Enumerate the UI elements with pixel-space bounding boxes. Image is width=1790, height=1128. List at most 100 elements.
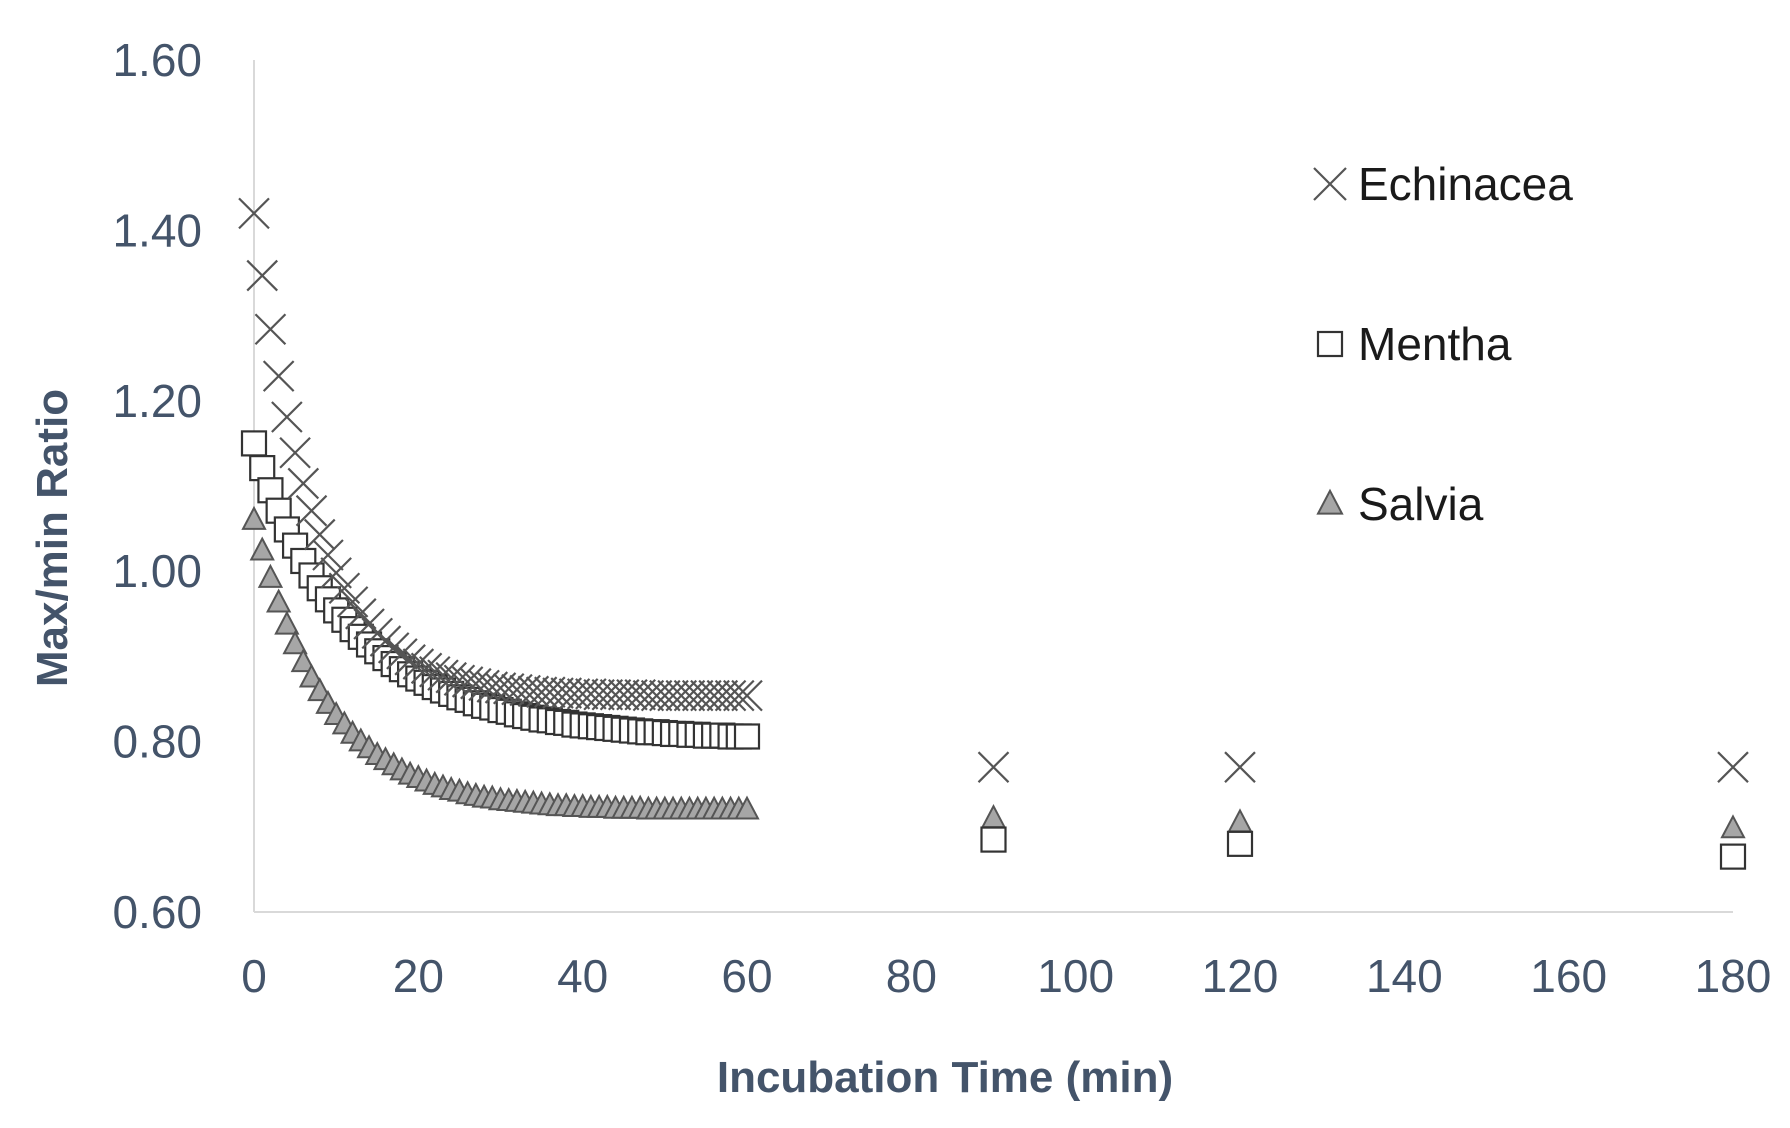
legend-label: Echinacea <box>1358 158 1573 210</box>
echinacea-point <box>312 539 344 571</box>
salvia-point <box>1227 808 1253 833</box>
echinacea-point <box>575 678 607 710</box>
salvia-point <box>274 610 300 635</box>
salvia-point <box>980 804 1007 829</box>
mentha-point <box>1226 830 1254 857</box>
echinacea-point <box>624 678 656 711</box>
echinacea-point <box>607 678 640 711</box>
echinacea-point <box>402 648 435 680</box>
salvia-point <box>282 630 308 655</box>
echinacea-point <box>410 652 443 685</box>
echinacea-point <box>377 632 410 664</box>
salvia-point <box>290 648 316 673</box>
echinacea-point <box>320 557 352 589</box>
salvia-point <box>1720 814 1746 839</box>
echinacea-point <box>246 259 278 292</box>
echinacea-point <box>534 676 566 708</box>
salvia-legend-symbol <box>1316 488 1344 515</box>
y-tick-label: 1.00 <box>112 545 202 597</box>
echinacea-point <box>1717 751 1749 783</box>
legend-item-salvia: Salvia <box>1316 478 1484 530</box>
echinacea-point <box>418 655 451 688</box>
series-salvia <box>241 505 1746 839</box>
mentha-point <box>1719 843 1747 870</box>
echinacea-point <box>525 676 558 708</box>
echinacea-point <box>542 677 574 709</box>
echinacea-point <box>706 679 739 712</box>
echinacea-point <box>723 679 755 712</box>
salvia-point <box>241 505 267 530</box>
echinacea-point <box>690 679 722 712</box>
echinacea-point <box>484 672 517 704</box>
echinacea-point <box>616 678 648 711</box>
echinacea-point <box>501 673 533 706</box>
echinacea-point <box>254 313 287 346</box>
echinacea-point <box>681 679 714 712</box>
legend: Echinacea Mentha Salvia <box>1313 158 1573 530</box>
y-tick-label: 1.20 <box>112 375 202 427</box>
mentha-legend-symbol <box>1316 330 1344 358</box>
salvia-point <box>734 795 760 820</box>
salvia-point <box>298 663 325 688</box>
x-tick-label: 160 <box>1530 950 1607 1002</box>
echinacea-point <box>558 678 591 710</box>
echinacea-point <box>262 360 295 392</box>
salvia-point <box>257 563 284 588</box>
x-tick-label: 80 <box>886 950 937 1002</box>
x-tick-label: 180 <box>1695 950 1772 1002</box>
echinacea-legend-symbol <box>1313 167 1347 201</box>
echinacea-point <box>714 679 747 712</box>
echinacea-point <box>583 678 615 711</box>
echinacea-point <box>977 751 1010 783</box>
salvia-point <box>249 536 275 561</box>
echinacea-point <box>386 638 418 670</box>
echinacea-point <box>665 679 698 712</box>
legend-item-echinacea: Echinacea <box>1313 158 1573 210</box>
y-tick-label: 1.40 <box>112 204 202 256</box>
salvia-point <box>307 677 333 702</box>
echinacea-point <box>476 671 509 703</box>
echinacea-point <box>492 672 525 705</box>
mentha-point <box>733 723 761 750</box>
y-tick-label: 0.80 <box>112 716 202 768</box>
echinacea-point <box>1224 751 1256 783</box>
echinacea-point <box>657 679 689 712</box>
x-tick-label: 140 <box>1366 950 1443 1002</box>
axes-layer: 0.60 0.80 1.00 1.20 1.40 1.60 0 20 40 60 80 100 120 1… <box>112 34 1771 1002</box>
echinacea-point <box>591 678 624 711</box>
x-tick-label: 0 <box>241 950 267 1002</box>
marks-layer <box>238 197 1749 870</box>
x-tick-label: 20 <box>393 950 444 1002</box>
echinacea-point <box>517 675 550 708</box>
echinacea-point <box>394 644 426 676</box>
mentha-point <box>240 430 268 457</box>
legend-label: Mentha <box>1358 318 1512 370</box>
echinacea-point <box>328 572 361 605</box>
y-tick-label: 1.60 <box>112 34 202 86</box>
echinacea-point <box>287 467 320 500</box>
echinacea-point <box>303 518 336 551</box>
echinacea-point <box>566 678 599 710</box>
echinacea-point <box>731 679 763 712</box>
mentha-point <box>980 826 1007 853</box>
legend-label: Salvia <box>1358 478 1484 530</box>
x-tick-label: 100 <box>1037 950 1114 1002</box>
echinacea-point <box>509 674 541 707</box>
echinacea-point <box>599 678 632 711</box>
echinacea-point <box>632 679 665 712</box>
series-echinacea <box>238 197 1749 783</box>
x-tick-label: 120 <box>1202 950 1279 1002</box>
echinacea-point <box>295 494 328 527</box>
y-axis-title: Max/min Ratio <box>28 389 77 687</box>
x-tick-label: 40 <box>557 950 608 1002</box>
echinacea-point <box>649 679 681 712</box>
echinacea-point <box>238 197 270 230</box>
echinacea-point <box>550 677 583 709</box>
mentha-point <box>249 455 276 482</box>
legend-item-mentha: Mentha <box>1316 318 1512 370</box>
y-tick-label: 0.60 <box>112 886 202 938</box>
echinacea-point <box>673 679 706 712</box>
echinacea-point <box>279 436 311 469</box>
